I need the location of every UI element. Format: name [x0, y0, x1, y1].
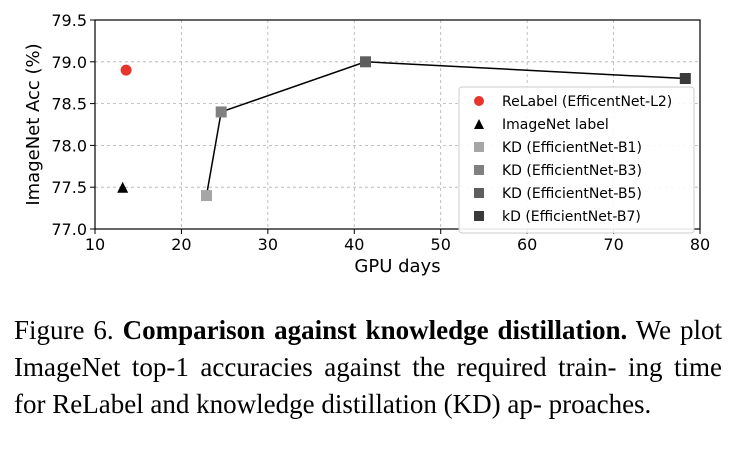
caption-line-4: proaches. — [548, 389, 652, 419]
x-tick-label: 40 — [344, 235, 364, 254]
legend-label: KD (EfficientNet-B1) — [502, 140, 642, 156]
caption-line-3: ing time for ReLabel and knowledge disti… — [14, 352, 723, 419]
data-points — [117, 56, 691, 202]
legend-label: KD (EfficientNet-B3) — [502, 163, 642, 179]
x-axis-label: GPU days — [354, 256, 440, 277]
chart-figure: 10 20 30 40 50 60 70 80 77.0 77.5 78.0 78.5 79.0 79.5… — [23, 11, 710, 277]
caption-line-1: We — [635, 315, 672, 345]
legend-box — [458, 86, 695, 234]
data-point — [200, 190, 212, 202]
y-axis-label: ImageNet Acc (%) — [23, 43, 44, 205]
y-tick-label: 78.0 — [51, 136, 87, 155]
x-tick-label: 60 — [517, 235, 537, 254]
x-tick-label: 50 — [431, 235, 451, 254]
data-point — [117, 181, 129, 193]
legend-marker — [474, 211, 484, 221]
y-tick-label: 79.5 — [51, 11, 87, 30]
axis-ticks: 10 20 30 40 50 60 70 80 77.0 77.5 78.0 78.5 79.0 79.5 — [51, 11, 710, 254]
x-tick-label: 20 — [171, 235, 191, 254]
data-point — [120, 64, 132, 76]
x-tick-label: 80 — [690, 235, 710, 254]
x-tick-label: 30 — [258, 235, 278, 254]
legend-marker — [474, 165, 484, 175]
legend: ReLabel (EfficentNet-L2) ImageNet label KD… — [458, 86, 695, 234]
legend-marker — [474, 142, 484, 152]
connecting-line — [205, 61, 686, 196]
caption-label: Figure 6. — [14, 315, 114, 345]
caption-line-2: plot ImageNet top-1 accuracies against t… — [14, 315, 723, 382]
axes-frame — [94, 19, 701, 230]
x-tick-label: 10 — [85, 235, 105, 254]
legend-marker — [474, 188, 484, 198]
kd-connecting-line — [205, 61, 686, 196]
figure-caption: Figure 6. Comparison against knowledge d… — [14, 312, 722, 423]
y-tick-label: 79.0 — [51, 53, 87, 72]
y-tick-label: 77.5 — [51, 178, 87, 197]
y-tick-label: 77.0 — [51, 220, 87, 239]
legend-label: ReLabel (EfficentNet-L2) — [502, 94, 672, 110]
legend-label: ImageNet label — [502, 117, 609, 133]
data-point — [360, 56, 372, 68]
legend-label: KD (EfficientNet-B5) — [502, 186, 642, 202]
legend-marker — [474, 96, 484, 106]
legend-marker — [474, 119, 484, 129]
x-tick-label: 70 — [603, 235, 623, 254]
legend-label: kD (EfficientNet-B7) — [502, 209, 641, 225]
chart-svg: 10 20 30 40 50 60 70 80 77.0 77.5 78.0 78.5 79.0 79.5… — [23, 11, 710, 277]
caption-bold-title: Comparison against knowledge distillatio… — [122, 315, 628, 345]
y-tick-label: 78.5 — [51, 95, 87, 114]
data-point — [679, 73, 691, 85]
data-point — [215, 106, 227, 118]
